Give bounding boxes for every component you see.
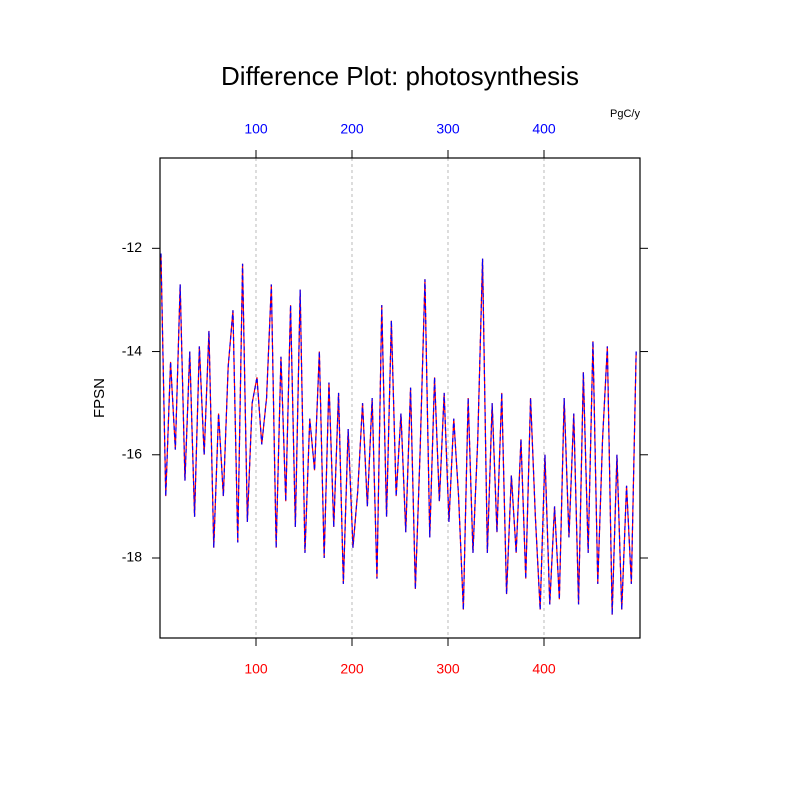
y-axis-label: FPSN <box>91 378 108 418</box>
x-tick-label-top: 100 <box>244 121 268 137</box>
y-tick-label: -12 <box>122 239 142 255</box>
x-tick-label-top: 400 <box>532 121 556 137</box>
x-tick-label-bottom: 400 <box>532 661 556 677</box>
y-tick-label: -18 <box>122 549 142 565</box>
x-tick-label-top: 200 <box>340 121 364 137</box>
x-tick-label-bottom: 300 <box>436 661 460 677</box>
x-tick-label-top: 300 <box>436 121 460 137</box>
x-tick-label-bottom: 100 <box>244 661 268 677</box>
top-axis-unit: PgC/y <box>610 108 640 120</box>
chart-title: Difference Plot: photosynthesis <box>221 61 579 91</box>
plot-frame <box>159 157 641 639</box>
y-tick-label: -16 <box>122 445 142 461</box>
y-tick-label: -14 <box>122 342 142 358</box>
x-tick-label-bottom: 200 <box>340 661 364 677</box>
data-line <box>160 253 637 615</box>
